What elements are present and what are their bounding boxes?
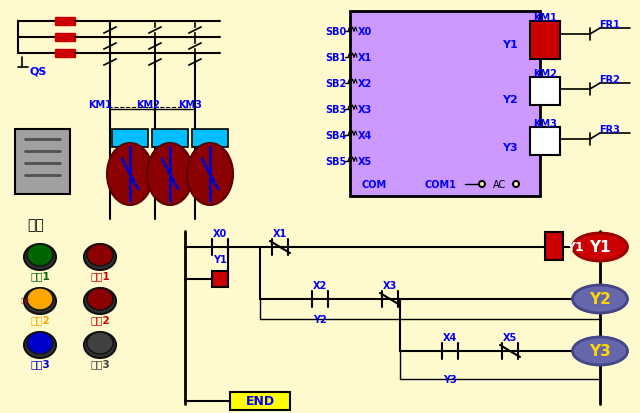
Ellipse shape	[147, 144, 193, 206]
Bar	[530, 22, 560, 60]
Text: X3: X3	[358, 105, 372, 115]
Text: KM2: KM2	[533, 69, 557, 79]
Text: X0: X0	[358, 27, 372, 37]
Bar	[350, 12, 540, 197]
Bar	[530, 128, 560, 156]
Text: Y1: Y1	[589, 240, 611, 255]
Bar	[212, 271, 228, 287]
Text: X3: X3	[383, 280, 397, 290]
Text: SB5: SB5	[325, 157, 347, 166]
Text: KM1: KM1	[533, 13, 557, 23]
Ellipse shape	[573, 337, 627, 365]
Text: SB1: SB1	[325, 53, 347, 63]
Bar	[55, 34, 75, 42]
Ellipse shape	[84, 332, 116, 358]
Ellipse shape	[107, 144, 153, 206]
Text: KM3: KM3	[178, 100, 202, 110]
Ellipse shape	[87, 288, 113, 310]
Ellipse shape	[87, 244, 113, 266]
Bar	[15, 130, 70, 195]
Text: FR2: FR2	[600, 75, 620, 85]
Text: 启动2: 启动2	[30, 314, 50, 324]
Text: Y2: Y2	[589, 292, 611, 307]
Bar	[112, 130, 148, 147]
Bar	[230, 392, 290, 410]
Ellipse shape	[187, 144, 233, 206]
Text: QS: QS	[29, 67, 47, 77]
Text: Y2: Y2	[313, 314, 327, 324]
Text: 电源: 电源	[28, 218, 44, 231]
Text: SB0: SB0	[325, 27, 347, 37]
Bar	[545, 233, 563, 260]
Bar	[55, 50, 75, 58]
Text: X1: X1	[273, 228, 287, 238]
Ellipse shape	[24, 332, 56, 358]
Text: Y2: Y2	[502, 95, 518, 105]
Text: COM: COM	[362, 180, 387, 190]
Text: SB3: SB3	[325, 105, 347, 115]
Ellipse shape	[87, 332, 113, 354]
Text: SB2: SB2	[325, 79, 347, 89]
Text: Y3: Y3	[443, 374, 457, 384]
Text: X0: X0	[213, 228, 227, 238]
Ellipse shape	[573, 285, 627, 313]
Text: 停止3: 停止3	[90, 358, 110, 368]
Bar	[192, 130, 228, 147]
Ellipse shape	[27, 332, 53, 354]
Ellipse shape	[84, 288, 116, 314]
Text: KM2: KM2	[136, 100, 160, 110]
Bar	[152, 130, 188, 147]
Ellipse shape	[24, 288, 56, 314]
Text: X2: X2	[358, 79, 372, 89]
Text: Y3: Y3	[589, 344, 611, 358]
Bar	[55, 18, 75, 26]
Text: AC: AC	[493, 180, 507, 190]
Text: 停止2: 停止2	[90, 314, 110, 324]
Text: KM3: KM3	[533, 119, 557, 129]
Text: 启动1: 启动1	[30, 271, 50, 280]
Text: FR1: FR1	[600, 20, 620, 30]
Ellipse shape	[27, 288, 53, 310]
Text: X4: X4	[443, 332, 457, 342]
Text: ☞: ☞	[20, 296, 30, 306]
Text: X5: X5	[358, 157, 372, 166]
Ellipse shape	[479, 182, 485, 188]
Ellipse shape	[24, 244, 56, 271]
Text: SB4: SB4	[325, 131, 347, 141]
Text: 启动3: 启动3	[30, 358, 50, 368]
Text: Y3: Y3	[502, 142, 518, 153]
Text: FR3: FR3	[600, 125, 620, 135]
Text: Y1: Y1	[566, 241, 584, 254]
Text: END: END	[245, 394, 275, 408]
Bar	[530, 78, 560, 106]
Text: Y1: Y1	[502, 40, 518, 50]
Ellipse shape	[84, 244, 116, 271]
Text: KM1: KM1	[88, 100, 112, 110]
Text: Y1: Y1	[213, 254, 227, 264]
Ellipse shape	[513, 182, 519, 188]
Text: 停止1: 停止1	[90, 271, 110, 280]
Text: X4: X4	[358, 131, 372, 141]
Ellipse shape	[27, 244, 53, 266]
Text: X1: X1	[358, 53, 372, 63]
Ellipse shape	[573, 233, 627, 261]
Text: X5: X5	[503, 332, 517, 342]
Text: COM1: COM1	[424, 180, 456, 190]
Text: X2: X2	[313, 280, 327, 290]
